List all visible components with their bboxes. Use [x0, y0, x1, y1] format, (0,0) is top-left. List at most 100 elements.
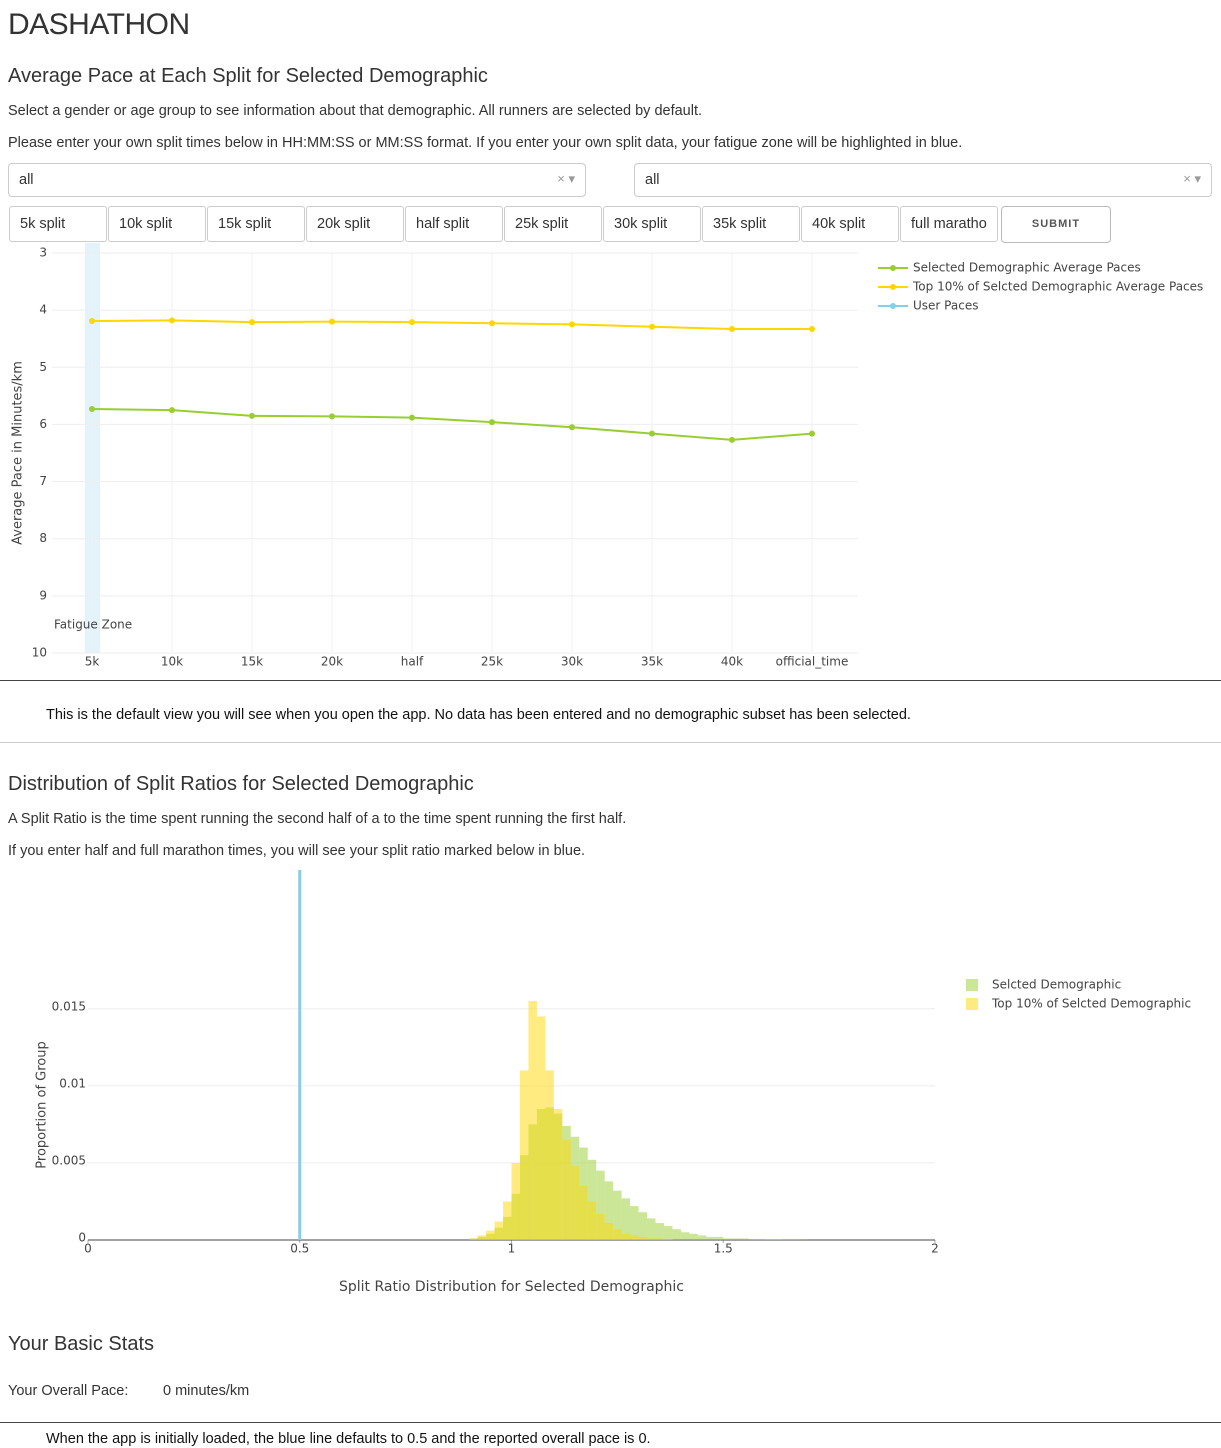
point	[569, 424, 575, 431]
divider	[0, 680, 1221, 681]
stat-label: Your Overall Pace:	[8, 1383, 129, 1399]
point	[249, 319, 255, 326]
point	[729, 436, 735, 443]
dropdown[interactable]: all × ▾	[634, 163, 1212, 197]
x-tick-label: half	[401, 655, 424, 669]
histogram-bar	[511, 1162, 520, 1240]
histogram-bar	[655, 1238, 664, 1240]
x-tick-label: 15k	[241, 655, 263, 669]
divider	[0, 742, 1221, 743]
caption: When the app is initially loaded, the bl…	[46, 1431, 651, 1447]
split-input[interactable]: 5k split	[9, 206, 107, 242]
histogram-bar	[647, 1238, 656, 1240]
split-input[interactable]: 20k split	[306, 206, 404, 242]
histogram-bar	[630, 1235, 639, 1240]
histogram-bar	[621, 1233, 631, 1240]
legend-marker	[890, 303, 896, 309]
split-input[interactable]: 25k split	[504, 206, 602, 242]
y-tick-label: 5	[39, 360, 47, 374]
paragraph: Please enter your own split times below …	[8, 135, 963, 151]
x-tick-label: 0.5	[290, 1242, 309, 1256]
x-tick-label: 2	[931, 1242, 939, 1256]
histogram-bar	[714, 1236, 724, 1240]
dropdown[interactable]: all × ▾	[8, 163, 586, 197]
point	[409, 319, 415, 326]
dropdown-controls[interactable]: × ▾	[1183, 171, 1201, 186]
histogram-bar	[663, 1239, 673, 1240]
x-tick-label: 40k	[721, 655, 743, 669]
point	[489, 320, 495, 327]
split-input[interactable]: 40k split	[801, 206, 899, 242]
histogram-bar	[689, 1233, 698, 1240]
histogram-bar	[604, 1223, 614, 1240]
legend-marker	[890, 284, 896, 290]
histogram-bar	[672, 1229, 681, 1240]
y-tick-label: 4	[39, 303, 47, 317]
histogram-bar	[697, 1235, 707, 1240]
histogram-bar	[647, 1218, 656, 1240]
paragraph: If you enter half and full marathon time…	[8, 843, 586, 859]
histogram-bar	[604, 1181, 614, 1240]
histogram-bar	[494, 1221, 504, 1240]
ratio-chart: 0 0.005 0.01 0.015 0 0.5 1 1.5 2 Selcted Demograp…	[35, 870, 1191, 1295]
histogram-bar	[638, 1236, 648, 1240]
histogram-bar	[723, 1238, 732, 1240]
histogram-bar	[680, 1232, 690, 1240]
submit-button[interactable]: SUBMIT	[1001, 206, 1111, 243]
point	[649, 430, 655, 437]
x-tick-label: 5k	[85, 655, 100, 669]
histogram-bar	[536, 1016, 546, 1240]
point	[249, 412, 255, 419]
histogram-bar	[519, 1070, 529, 1240]
series-line	[91, 319, 812, 330]
x-tick-label: official_time	[776, 655, 849, 669]
histogram-bar	[613, 1190, 622, 1240]
x-tick-label: 0	[84, 1242, 92, 1256]
legend-swatch	[966, 998, 978, 1010]
legend-label: Selcted Demographic	[992, 978, 1121, 992]
histogram-bar	[587, 1159, 597, 1240]
legend-label: User Paces	[913, 299, 978, 313]
y-axis-title: Proportion of Group	[35, 1041, 50, 1168]
x-tick-label: 1	[508, 1242, 516, 1256]
histogram-bar	[613, 1229, 622, 1240]
legend-swatch	[966, 979, 978, 991]
y-tick-label: 10	[32, 646, 47, 660]
point	[169, 407, 175, 414]
y-tick-label: 0.015	[52, 999, 86, 1013]
histogram-bar	[655, 1223, 664, 1240]
histogram-bar	[748, 1239, 758, 1240]
y-tick-label: 0	[78, 1231, 86, 1245]
histogram-bar	[621, 1198, 631, 1240]
y-axis-title: Average Pace in Minutes/km	[11, 361, 26, 545]
section-heading: Average Pace at Each Split for Selected …	[8, 65, 488, 87]
histogram-bar	[706, 1236, 715, 1240]
histogram-bar	[545, 1070, 554, 1240]
split-input[interactable]: 10k split	[108, 206, 206, 242]
split-input[interactable]: full maratho	[900, 206, 998, 242]
split-input[interactable]: 30k split	[603, 206, 701, 242]
point	[489, 419, 495, 426]
histogram-bar	[503, 1201, 512, 1240]
y-tick-label: 9	[39, 588, 47, 602]
histogram-bar	[757, 1239, 766, 1240]
paragraph: Select a gender or age group to see info…	[8, 103, 703, 119]
point	[569, 321, 575, 328]
y-tick-label: 3	[39, 246, 47, 260]
histogram-bar	[638, 1212, 648, 1240]
point	[89, 406, 95, 412]
split-input[interactable]: 15k split	[207, 206, 305, 242]
legend-label: Top 10% of Selcted Demographic Average P…	[912, 280, 1203, 294]
split-input[interactable]: half split	[405, 206, 503, 242]
histogram-bar	[579, 1186, 588, 1240]
y-tick-label: 0.005	[52, 1153, 86, 1167]
histogram-bar	[596, 1170, 605, 1240]
dropdown-controls[interactable]: × ▾	[557, 171, 575, 186]
dropdown-value: all	[19, 172, 34, 188]
dropdown-value: all	[645, 172, 660, 188]
x-axis-title: Split Ratio Distribution for Selected De…	[339, 1279, 684, 1295]
series-line	[91, 408, 813, 441]
point	[809, 326, 815, 332]
histogram-bar	[596, 1213, 605, 1240]
split-input[interactable]: 35k split	[702, 206, 800, 242]
